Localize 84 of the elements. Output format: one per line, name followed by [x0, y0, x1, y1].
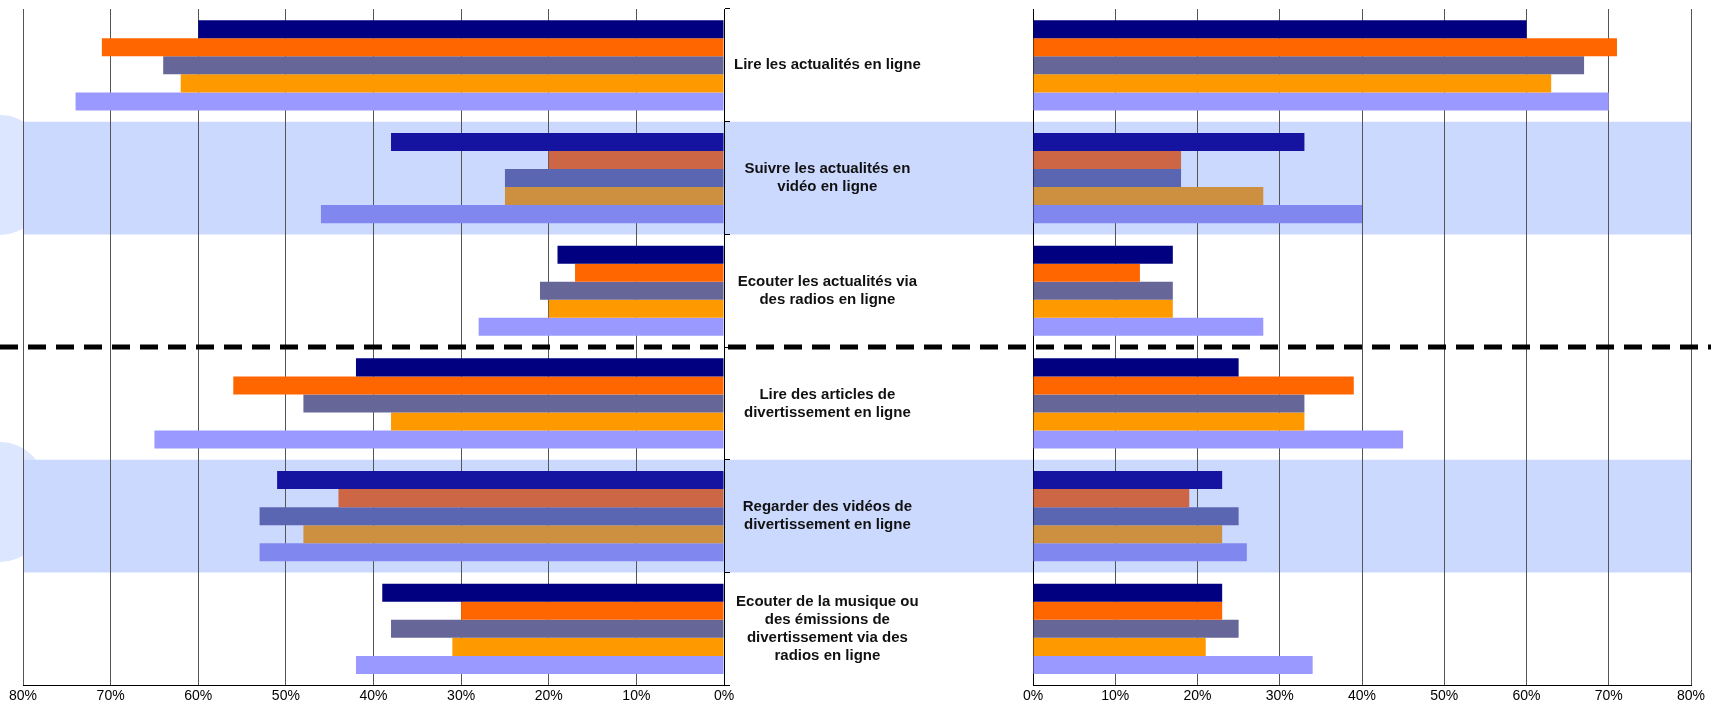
bar: [1033, 281, 1173, 300]
bar: [1033, 169, 1182, 188]
x-tick-label: 40%: [1347, 687, 1377, 704]
bar: [1033, 132, 1305, 151]
bar: [303, 525, 724, 544]
bar: [180, 74, 724, 93]
bar: [355, 358, 724, 377]
bar: [1033, 74, 1552, 93]
bar: [154, 430, 724, 449]
x-tick-label: 60%: [184, 687, 213, 704]
x-tick-label: 80%: [1676, 687, 1706, 704]
bar: [163, 56, 724, 75]
bar: [452, 637, 724, 656]
bar: [391, 619, 724, 638]
y-tick-label: Regarder des vidéos de divertissement en ligne: [742, 497, 912, 533]
bar: [277, 471, 724, 490]
bar: [1033, 412, 1305, 431]
bar: [259, 543, 724, 562]
bar: [1033, 92, 1609, 111]
x-tick-label: 40%: [359, 687, 388, 704]
bar: [355, 655, 724, 674]
x-tick-label: 0%: [713, 687, 735, 704]
bar: [1033, 637, 1206, 656]
bar: [1033, 299, 1173, 318]
x-tick-label: 30%: [1265, 687, 1294, 704]
x-tick-label: 80%: [8, 687, 38, 704]
bar: [1033, 471, 1223, 490]
bar: [575, 263, 724, 282]
bar: [1033, 601, 1223, 620]
bar: [320, 205, 724, 224]
bar: [1033, 205, 1362, 224]
x-tick-label: 0%: [1022, 687, 1044, 704]
bar: [198, 20, 724, 39]
x-tick-label: 10%: [622, 687, 651, 704]
bar: [548, 299, 724, 318]
bar: [1033, 20, 1527, 39]
bar: [391, 412, 724, 431]
x-tick-label: 50%: [1430, 687, 1459, 704]
y-tick-label: Lire des articles de divertissement en ligne: [744, 384, 911, 420]
bar: [1033, 263, 1140, 282]
bar: [1033, 151, 1182, 170]
bar: [391, 132, 724, 151]
bar: [1033, 317, 1264, 336]
bar: [75, 92, 724, 111]
x-tick-label: 30%: [447, 687, 476, 704]
bar: [1033, 543, 1247, 562]
bar: [504, 187, 724, 206]
bar: [338, 489, 724, 508]
bar: [101, 38, 724, 57]
bar: [557, 245, 724, 264]
bar: [1033, 245, 1173, 264]
x-tick-label: 10%: [1101, 687, 1130, 704]
bar: [233, 376, 724, 395]
bar: [1033, 507, 1239, 526]
x-tick-label: 50%: [271, 687, 300, 704]
bar: [504, 169, 724, 188]
y-tick-label: Suivre les actualités en vidéo en ligne: [744, 159, 911, 195]
bar: [1033, 187, 1264, 206]
bar: [539, 281, 724, 300]
bar: [382, 583, 724, 602]
x-tick-label: 20%: [1183, 687, 1212, 704]
bar: [1033, 525, 1223, 544]
x-tick-label: 60%: [1512, 687, 1541, 704]
bar: [1033, 430, 1404, 449]
x-tick-label: 70%: [96, 687, 125, 704]
bar: [303, 394, 724, 413]
y-tick-label: Lire les actualités en ligne: [733, 55, 921, 73]
bar: [1033, 583, 1223, 602]
x-tick-label: 20%: [534, 687, 563, 704]
bar: [461, 601, 724, 620]
bar: [548, 151, 724, 170]
bar: [259, 507, 724, 526]
x-tick-label: 70%: [1594, 687, 1623, 704]
bar: [1033, 489, 1190, 508]
bar: [1033, 619, 1239, 638]
bar: [1033, 376, 1354, 395]
y-tick-label: Ecouter les actualités via des radios en ligne: [737, 271, 918, 307]
bar: [1033, 394, 1305, 413]
bar: [1033, 358, 1239, 377]
y-tick-label: Ecouter de la musique ou des émissions de divertissement via des radios en ligne: [736, 591, 919, 663]
bar: [1033, 655, 1313, 674]
bar: [1033, 38, 1617, 57]
bar: [478, 317, 724, 336]
bar: [1033, 56, 1585, 75]
